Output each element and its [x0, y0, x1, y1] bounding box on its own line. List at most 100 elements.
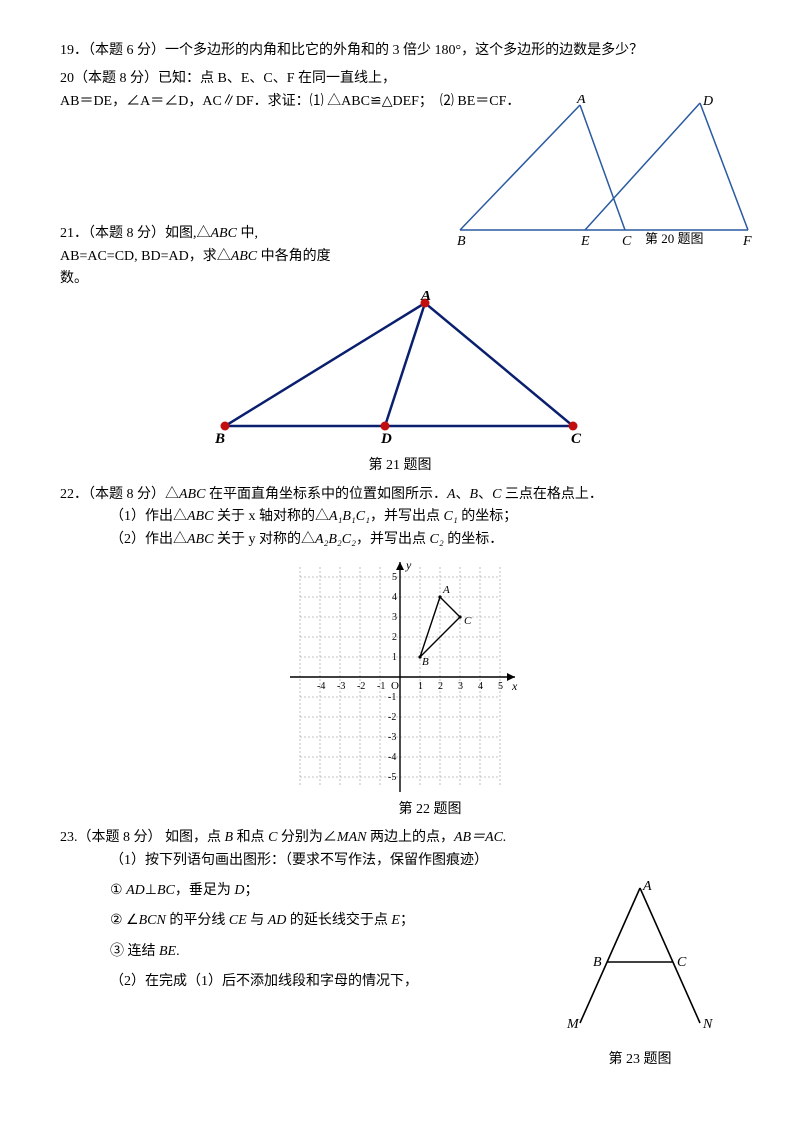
q22-sub1: （1）作出△ABC 关于 x 轴对称的△A₁B₁C₁，并写出点 C₁ 的坐标；	[60, 506, 740, 528]
xlabel: x	[511, 679, 518, 693]
q22-s1d: A₁B₁C₁	[329, 509, 370, 524]
lM: M	[566, 1017, 580, 1032]
q23-11f: D	[234, 883, 244, 898]
ax3: 3	[458, 681, 463, 692]
q22-s1c: 关于 x 轴对称的△	[213, 509, 329, 524]
q22-s1b: ABC	[187, 509, 213, 524]
figure-23-caption: 第 23 题图	[565, 1049, 715, 1071]
ax5: 5	[498, 681, 503, 692]
ay1: 1	[392, 652, 397, 663]
q22-sub2: （2）作出△ABC 关于 y 对称的△A₂B₂C₂，并写出点 C₂ 的坐标．	[60, 529, 740, 551]
axn1: -1	[377, 681, 385, 692]
q21-textblock: 21．（本题 8 分）如图,△ABC 中, AB=AC=CD, BD=AD，求△…	[60, 223, 340, 290]
figure-20: A D B E C F 第 20 题图	[455, 95, 755, 250]
q22-s1e: ，并写出点	[370, 509, 444, 524]
fig20-caption: 第 20 题图	[645, 231, 704, 246]
ayn2: -2	[388, 712, 396, 723]
q22-s2a: （2）作出△	[110, 532, 187, 547]
label-E: E	[580, 234, 590, 249]
q23-11d: BC	[157, 883, 175, 898]
q22-s1: 、	[456, 487, 470, 502]
label-A: A	[576, 95, 586, 107]
ay2: 2	[392, 632, 397, 643]
figure-20-svg: A D B E C F 第 20 题图	[455, 95, 755, 250]
q22-abc: ABC	[179, 487, 205, 502]
figure-23: A B C M N 第 23 题图	[565, 878, 715, 1071]
q21-line2a: AB=AC=CD, BD=AD，求△	[60, 249, 231, 264]
q22-s1g: 的坐标；	[458, 509, 518, 524]
lA: A	[642, 879, 652, 894]
q23-12d: CE	[229, 913, 247, 928]
q23-12g: 的延长线交于点	[286, 913, 391, 928]
q23-11g: ；	[244, 883, 258, 898]
q23-sub1: （1）按下列语句画出图形：（要求不写作法，保留作图痕迹）	[60, 850, 740, 872]
q23-11a: ①	[110, 883, 126, 898]
q22-s2g: 的坐标．	[444, 532, 504, 547]
q21-abc2: ABC	[231, 249, 257, 264]
ay5: 5	[392, 572, 397, 583]
ay4: 4	[392, 592, 397, 603]
q23-11e: ，垂足为	[175, 883, 235, 898]
q23-12h: E	[391, 913, 400, 928]
lB: B	[593, 955, 602, 970]
q23-i4: 两边上的点，	[366, 830, 454, 845]
q22-intro8: 三点在格点上．	[501, 487, 603, 502]
q22-s1f: C₁	[444, 509, 458, 524]
q22-s2c: 关于 y 对称的△	[213, 532, 315, 547]
ayn4: -4	[388, 752, 396, 763]
q23-11c: ⊥	[145, 883, 157, 898]
q22-intro2: 在平面直角坐标系中的位置如图所示．	[205, 487, 447, 502]
figure-21-svg: A B D C	[215, 291, 585, 451]
figure-22-svg: -4 -3 -2 -1 O 1 2 3 4 5 1 2 3 4 5 -1 -2 …	[280, 557, 520, 797]
q20-line1: 20（本题 8 分）已知：点 B、E、C、F 在同一直线上，	[60, 68, 740, 90]
q23-13c: .	[176, 944, 180, 959]
figure-21-caption: 第 21 题图	[60, 455, 740, 477]
lN: N	[702, 1017, 713, 1032]
ax1: 1	[418, 681, 423, 692]
axn2: -2	[357, 681, 365, 692]
q22-s2: 、	[478, 487, 492, 502]
label-B21: B	[215, 431, 225, 447]
ax4: 4	[478, 681, 483, 692]
figure-23-svg: A B C M N	[565, 878, 715, 1043]
q23-C: C	[268, 830, 277, 845]
ax2: 2	[438, 681, 443, 692]
label-C21: C	[571, 431, 582, 447]
ptC: C	[464, 615, 472, 627]
q22-A: A	[447, 487, 456, 502]
axn4: -4	[317, 681, 325, 692]
q23-12f: AD	[268, 913, 287, 928]
q22-s2e: ，并写出点	[356, 532, 430, 547]
axO: O	[391, 680, 399, 692]
q23-i3: 分别为∠	[277, 830, 337, 845]
q22-B: B	[470, 487, 479, 502]
q21-abc1: ABC	[211, 226, 237, 241]
q23-eq: AB＝AC.	[454, 830, 507, 845]
q23-12c: 的平分线	[166, 913, 229, 928]
q23-12a: ② ∠	[110, 913, 139, 928]
q22-s2d: A₂B₂C₂	[315, 532, 356, 547]
ylabel: y	[405, 558, 412, 572]
q23-i2: 和点	[233, 830, 268, 845]
q22-s2f: C₂	[430, 532, 444, 547]
q23-12e: 与	[247, 913, 268, 928]
ptA: A	[442, 584, 450, 596]
figure-22-caption: 第 22 题图	[60, 799, 740, 821]
axn3: -3	[337, 681, 345, 692]
q23-MAN: MAN	[337, 830, 367, 845]
ayn1: -1	[388, 692, 396, 703]
label-C: C	[622, 234, 632, 249]
q23-12i: ；	[400, 913, 414, 928]
q22-intro1: 22．（本题 8 分）△	[60, 487, 179, 502]
q21-line1b: 中,	[237, 226, 258, 241]
label-D: D	[702, 95, 713, 109]
ayn3: -3	[388, 732, 396, 743]
q23-i1: 23.（本题 8 分） 如图，点	[60, 830, 225, 845]
q23-13b: BE	[159, 944, 176, 959]
ayn5: -5	[388, 772, 396, 783]
q19-text: 19．（本题 6 分）一个多边形的内角和比它的外角和的 3 倍少 180°，这个…	[60, 40, 740, 62]
q22-s2b: ABC	[187, 532, 213, 547]
problem-22: 22．（本题 8 分）△ABC 在平面直角坐标系中的位置如图所示．A、B、C 三…	[60, 484, 740, 551]
q23-11b: AD	[126, 883, 145, 898]
label-B: B	[457, 234, 466, 249]
